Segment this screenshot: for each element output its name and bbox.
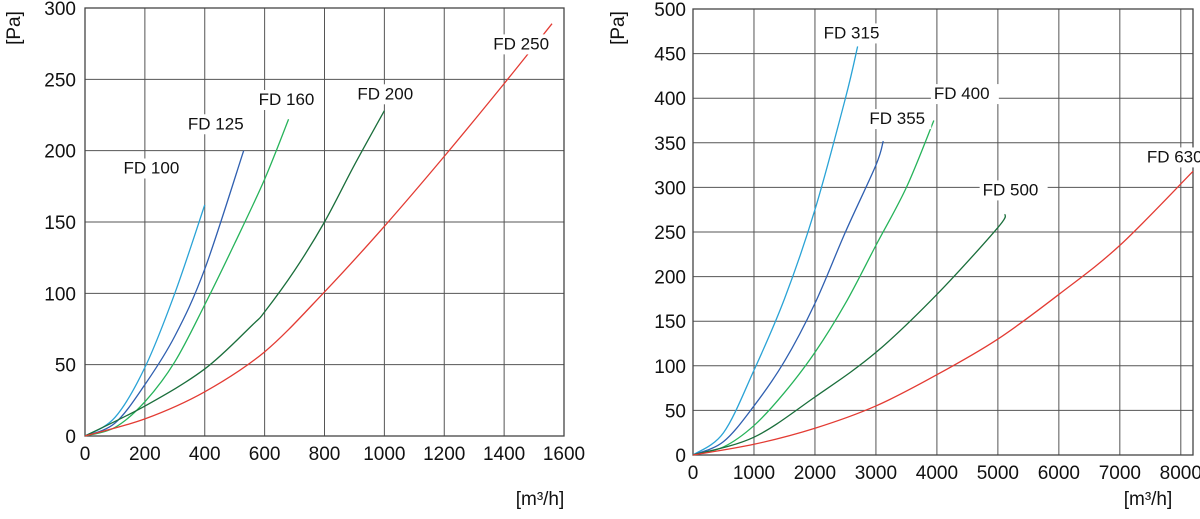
y-tick-label: 300 xyxy=(44,0,76,20)
series-line-fd-355 xyxy=(692,140,884,456)
series-label-background xyxy=(863,109,932,130)
y-axis-label: [Pa] xyxy=(608,11,629,45)
series-line-fd-100 xyxy=(84,204,206,437)
series-line-fd-400 xyxy=(692,120,935,456)
series-label-background xyxy=(354,84,423,105)
series-label: FD 200 xyxy=(357,84,413,103)
chart-left: 0 200 400 600 800 1000 1200 1400 1600 0 50 100 150 20… xyxy=(4,0,585,510)
y-tick-label: 50 xyxy=(55,356,76,377)
x-tick-label: 3000 xyxy=(855,463,897,484)
y-axis-label: [Pa] xyxy=(4,11,25,45)
series-label-background xyxy=(979,180,1048,201)
x-tick-label: 8000 xyxy=(1160,463,1200,484)
series-label: FD 160 xyxy=(259,90,315,109)
y-tick-label: 300 xyxy=(654,178,686,199)
x-tick-label: 0 xyxy=(80,444,91,465)
series-label: FD 355 xyxy=(869,109,925,128)
y-tick-label: 100 xyxy=(44,284,76,305)
y-tick-label: 500 xyxy=(654,0,686,21)
series-line-fd-250 xyxy=(84,23,553,437)
x-tick-label: 0 xyxy=(688,463,699,484)
series-label-background xyxy=(178,114,247,135)
series-label: FD 500 xyxy=(983,180,1039,199)
x-tick-label: 4000 xyxy=(916,463,958,484)
y-tick-label: 350 xyxy=(654,134,686,155)
x-tick-label: 800 xyxy=(309,444,341,465)
y-tick-label: 0 xyxy=(675,446,686,467)
y-tick-label: 200 xyxy=(654,268,686,289)
y-tick-label: 150 xyxy=(654,312,686,333)
x-tick-label: 1600 xyxy=(543,444,585,465)
y-tick-label: 200 xyxy=(44,142,76,163)
x-tick-label: 7000 xyxy=(1099,463,1141,484)
series-line-fd-160 xyxy=(84,119,290,437)
series-label: FD 400 xyxy=(934,84,990,103)
series-line-fd-315 xyxy=(692,46,859,456)
series-label-background xyxy=(484,34,553,55)
series-label-background xyxy=(255,90,324,111)
x-tick-label: 1000 xyxy=(363,444,405,465)
x-axis-label: [m³/h] xyxy=(516,489,565,510)
series-label: FD 315 xyxy=(824,23,880,42)
y-tick-label: 450 xyxy=(654,45,686,66)
x-tick-label: 200 xyxy=(129,444,161,465)
x-tick-label: 400 xyxy=(189,444,221,465)
series-label-background xyxy=(1140,147,1200,168)
y-tick-label: 250 xyxy=(654,223,686,244)
y-tick-label: 0 xyxy=(65,427,76,448)
series-label: FD 250 xyxy=(493,34,549,53)
x-tick-label: 6000 xyxy=(1038,463,1080,484)
chart-right: 0 1000 2000 3000 4000 5000 6000 7000 8000 0 50 100 1… xyxy=(608,0,1200,510)
plot-frame xyxy=(692,8,1194,456)
x-tick-label: 1400 xyxy=(483,444,525,465)
series-label-background xyxy=(930,84,999,105)
y-tick-label: 150 xyxy=(44,213,76,234)
series-line-fd-125 xyxy=(84,150,245,437)
series-label: FD 630 xyxy=(1147,147,1200,166)
x-tick-label: 600 xyxy=(249,444,281,465)
y-tick-label: 250 xyxy=(44,70,76,91)
y-tick-label: 50 xyxy=(665,401,686,422)
y-tick-label: 100 xyxy=(654,357,686,378)
x-axis-label: [m³/h] xyxy=(1124,489,1173,510)
y-tick-label: 400 xyxy=(654,89,686,110)
x-tick-label: 5000 xyxy=(977,463,1019,484)
x-tick-label: 1200 xyxy=(423,444,465,465)
series-label-background xyxy=(114,158,183,179)
series-line-fd-630 xyxy=(692,170,1194,456)
series-label: FD 100 xyxy=(124,158,180,177)
series-label-background xyxy=(817,23,886,44)
x-tick-label: 1000 xyxy=(733,463,775,484)
series-label: FD 125 xyxy=(188,114,244,133)
grid-lines xyxy=(692,8,1194,456)
series-line-fd-500 xyxy=(692,213,1006,456)
plot-frame xyxy=(84,7,565,437)
series-line-fd-200 xyxy=(84,110,385,437)
x-tick-label: 2000 xyxy=(794,463,836,484)
